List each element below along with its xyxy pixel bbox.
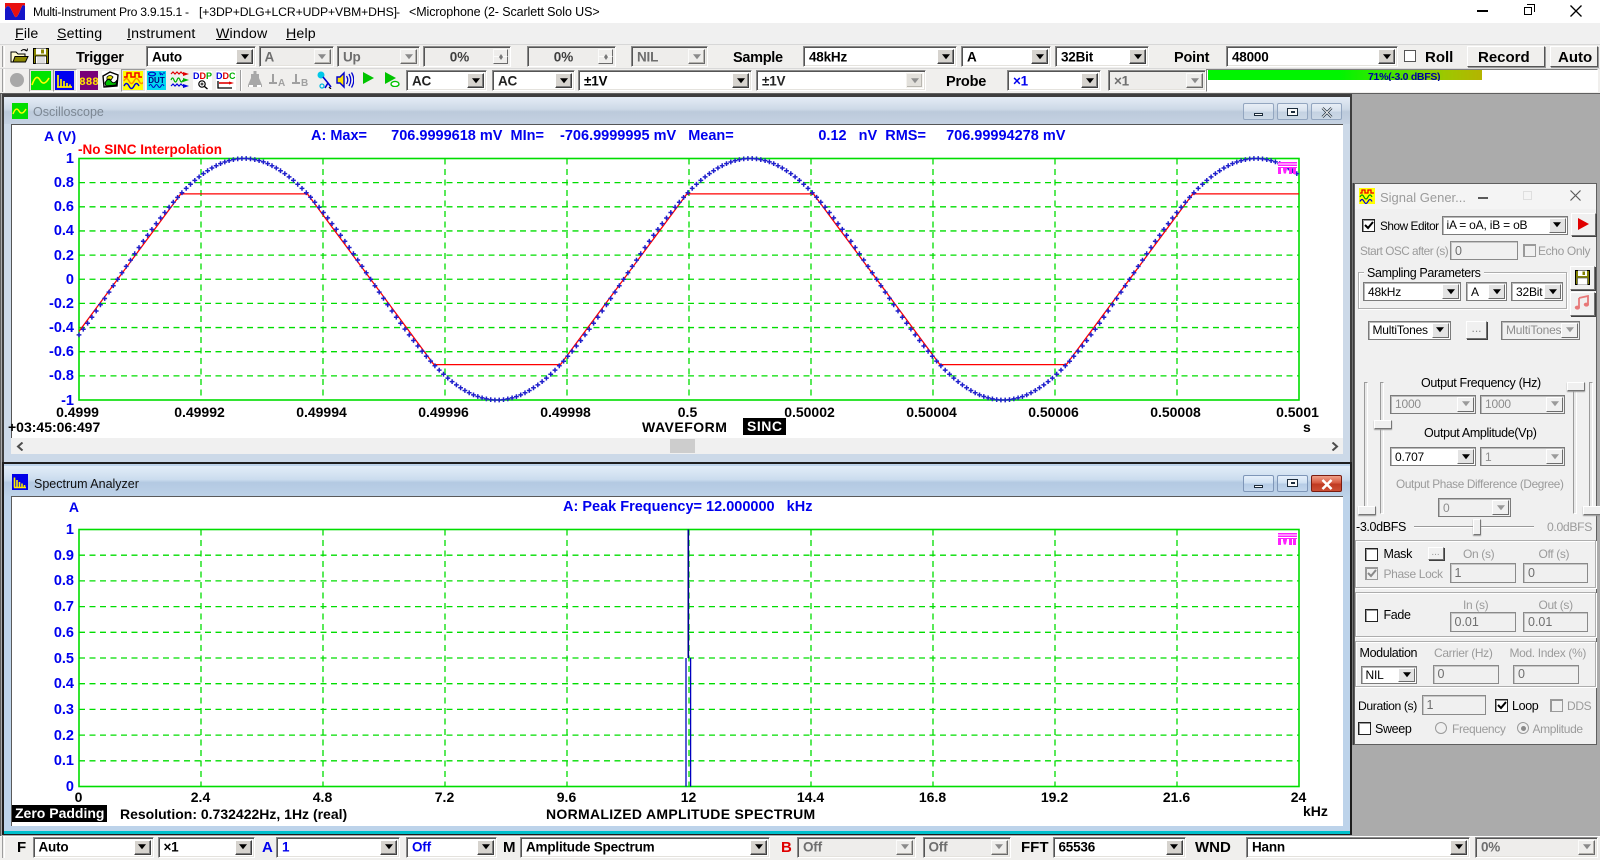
svg-text:D: D [216, 71, 223, 81]
svg-text:C: C [229, 71, 236, 81]
svg-text:DUT: DUT [148, 76, 165, 85]
svg-text:D: D [223, 71, 230, 81]
svg-text:888: 888 [80, 77, 98, 89]
svg-text:D: D [193, 71, 200, 81]
svg-text:P: P [206, 71, 212, 81]
svg-text:D: D [200, 71, 207, 81]
svg-text:A: A [278, 78, 285, 88]
svg-text:B: B [301, 78, 308, 88]
